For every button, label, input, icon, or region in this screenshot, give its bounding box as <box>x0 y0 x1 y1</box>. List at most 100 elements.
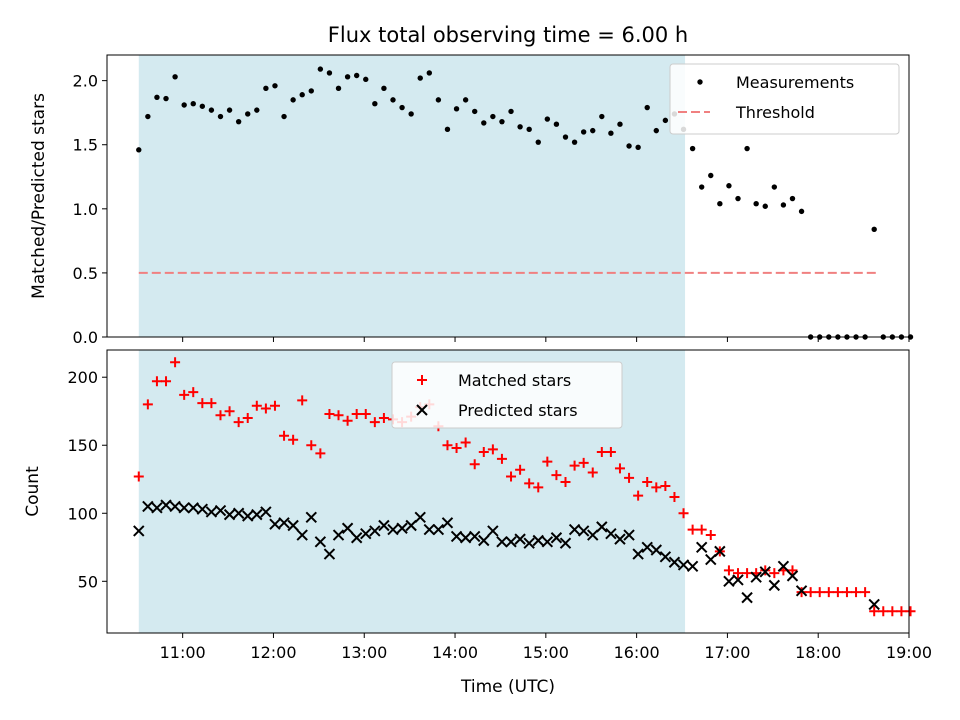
matched-stars-point <box>242 413 253 424</box>
measurement-point <box>217 113 224 120</box>
legend-key <box>697 79 703 85</box>
predicted-stars-point <box>387 523 399 536</box>
predicted-stars-point <box>151 502 163 514</box>
predicted-stars-point <box>523 537 535 549</box>
predicted-stars-point <box>759 566 771 578</box>
predicted-stars-point <box>396 522 408 534</box>
predicted-stars-point <box>341 522 354 534</box>
matched-stars-point <box>596 447 607 458</box>
predicted-stars-point <box>786 570 799 582</box>
legend-box <box>391 361 623 429</box>
measurement-point <box>644 104 650 111</box>
measurement-point <box>599 113 605 120</box>
legend-label: Matched stars <box>458 371 571 390</box>
matched-stars-point <box>279 430 290 441</box>
predicted-stars-point <box>432 523 445 536</box>
measurement-point <box>390 97 396 103</box>
matched-stars-point <box>170 357 181 368</box>
y-tick-label: 50 <box>78 572 98 591</box>
matched-stars-point <box>333 410 344 421</box>
predicted-stars-point <box>496 536 508 548</box>
measurement-point <box>226 107 233 113</box>
predicted-stars-point <box>614 533 626 545</box>
legend-label: Measurements <box>736 73 854 92</box>
observing-window-shade-top <box>138 55 686 337</box>
predicted-stars-point <box>223 508 236 521</box>
y-tick-label: 2.0 <box>73 72 98 91</box>
matched-stars-point <box>805 587 816 598</box>
measurement-point <box>263 85 269 92</box>
predicted-stars-point <box>459 532 472 544</box>
predicted-stars-point <box>777 560 790 573</box>
predicted-stars-point <box>532 534 544 547</box>
matched-stars-point <box>179 389 190 400</box>
x-tick-label: 17:00 <box>704 643 750 662</box>
top-x-ticks <box>182 337 910 342</box>
measurement-point <box>353 72 360 79</box>
predicted-stars-point <box>405 519 417 532</box>
y-tick-label: 0.5 <box>73 264 98 283</box>
matched-stars-point <box>869 606 880 617</box>
matched-stars-point <box>533 482 544 493</box>
predicted-stars-point <box>568 523 581 536</box>
matched-stars-point <box>696 524 707 535</box>
measurement-point <box>417 75 423 81</box>
predicted-stars-point <box>187 502 199 514</box>
top-y-ticks: 0.0 0.5 1.0 1.5 2.0 <box>73 72 107 347</box>
matched-stars-point <box>487 444 498 455</box>
matched-stars-point <box>633 490 644 501</box>
matched-stars-point <box>624 472 635 483</box>
measurement-point <box>281 113 287 120</box>
matched-stars-point <box>506 471 517 482</box>
measurement-point <box>136 147 142 153</box>
measurement-point <box>562 134 569 140</box>
matched-stars-point <box>896 606 907 617</box>
y-tick-label: 1.0 <box>73 200 98 219</box>
measurement-point <box>453 106 460 112</box>
predicted-stars-point <box>305 511 317 524</box>
measurement-point <box>444 126 451 133</box>
matched-stars-point <box>787 565 798 576</box>
predicted-stars-point <box>868 598 880 611</box>
predicted-stars-point <box>641 541 653 553</box>
y-tick-label: 100 <box>67 504 98 523</box>
matched-stars-point <box>905 606 916 617</box>
matched-stars-point <box>469 459 480 470</box>
predicted-stars-point <box>795 585 808 597</box>
matched-stars-point <box>687 524 698 535</box>
matched-stars-point <box>578 457 589 468</box>
x-tick-label: 18:00 <box>795 643 841 662</box>
series-measurements <box>136 66 914 340</box>
matched-stars-point <box>832 587 843 598</box>
matched-stars-point <box>496 453 507 464</box>
predicted-stars-point <box>505 536 517 548</box>
measurement-point <box>344 74 351 80</box>
top-legend: Measurements Threshold <box>669 63 900 135</box>
predicted-stars-point <box>278 517 290 529</box>
measurement-point <box>435 97 442 103</box>
predicted-stars-point <box>269 518 281 530</box>
matched-stars-point <box>297 395 308 406</box>
predicted-stars-point <box>750 571 762 583</box>
bottom-panel: 50 100 150 200 11:00 12:00 13:00 14:00 15:00 16:… <box>23 349 932 697</box>
top-panel: 0.0 0.5 1.0 1.5 2.0 Flux total observing tim… <box>29 23 914 347</box>
measurement-point <box>163 95 169 102</box>
predicted-stars-point <box>723 575 735 588</box>
predicted-stars-point <box>251 508 263 521</box>
matched-stars-point <box>478 447 489 458</box>
measurement-point <box>326 70 333 76</box>
matched-stars-point <box>651 482 662 493</box>
matched-stars-point <box>823 587 834 598</box>
measurement-point <box>735 195 741 202</box>
measurement-point <box>608 130 614 136</box>
predicted-stars-point <box>714 545 726 558</box>
matched-stars-point <box>614 463 625 474</box>
matched-stars-point <box>524 478 535 489</box>
measurement-point <box>290 97 296 103</box>
measurement-point <box>508 108 514 115</box>
predicted-stars-point <box>741 591 753 604</box>
matched-stars-point <box>188 387 199 398</box>
measurement-point <box>381 85 387 92</box>
measurement-point <box>499 118 505 125</box>
measurement-point <box>299 92 305 98</box>
